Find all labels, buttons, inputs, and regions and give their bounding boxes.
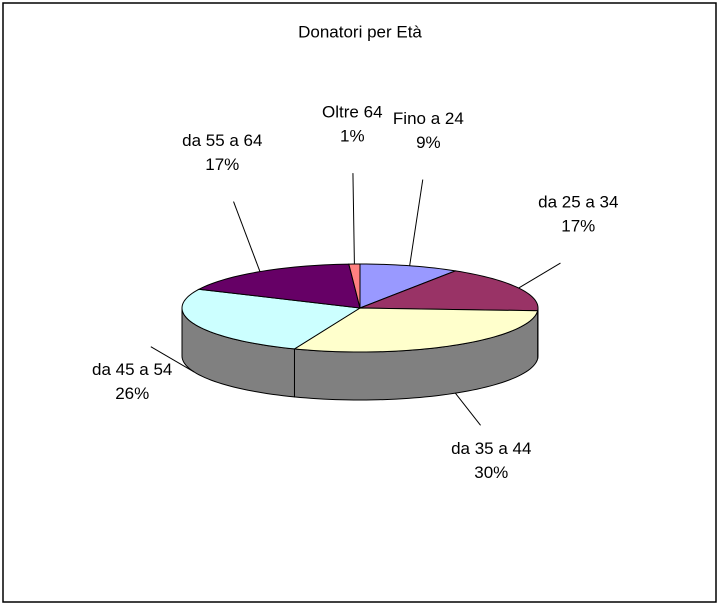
slice-label: Oltre 64	[322, 103, 382, 122]
leader-line	[518, 262, 561, 289]
slice-label: da 35 a 44	[451, 439, 531, 458]
slice-label: da 45 a 54	[92, 360, 172, 379]
slice-value-label: 9%	[416, 133, 441, 152]
slice	[292, 307, 539, 353]
slice-label: da 55 a 64	[182, 131, 262, 150]
chart-title: Donatori per Età	[298, 22, 422, 41]
slice-value-label: 30%	[474, 463, 508, 482]
leader-line	[150, 346, 195, 373]
slice-label: Fino a 24	[393, 109, 464, 128]
leader-line	[352, 173, 355, 265]
slice-label: da 25 a 34	[538, 193, 618, 212]
slice	[359, 263, 458, 309]
slice	[359, 270, 539, 312]
slice-value-label: 1%	[340, 127, 365, 146]
leader-line	[454, 392, 481, 426]
slice-value-label: 17%	[561, 217, 595, 236]
slice-value-label: 26%	[115, 384, 149, 403]
leader-line	[409, 179, 424, 266]
slice	[197, 263, 361, 309]
slice-value-label: 17%	[205, 155, 239, 174]
slice	[181, 288, 362, 350]
leader-line	[233, 201, 261, 272]
